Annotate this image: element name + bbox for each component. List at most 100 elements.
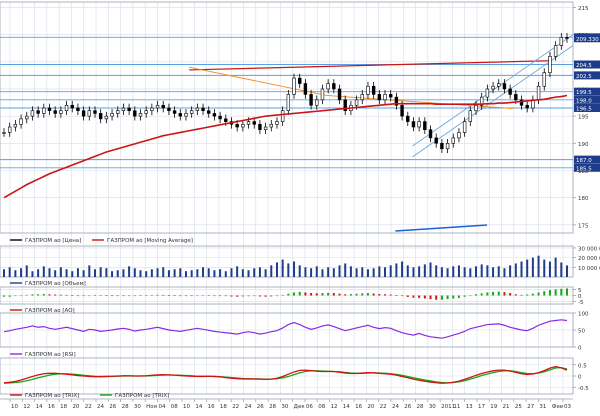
price-candle[interactable]: [127, 103, 131, 116]
price-candle[interactable]: [315, 95, 319, 110]
ao-bar[interactable]: [429, 295, 432, 300]
volume-bar[interactable]: [452, 266, 455, 277]
volume-bar[interactable]: [338, 265, 341, 277]
price-candle[interactable]: [485, 84, 490, 102]
volume-bar[interactable]: [213, 270, 216, 277]
volume-bar[interactable]: [20, 268, 23, 277]
volume-bar[interactable]: [71, 271, 74, 277]
volume-bar[interactable]: [497, 266, 500, 277]
volume-bar[interactable]: [526, 259, 529, 277]
ao-bar[interactable]: [99, 295, 102, 296]
ao-bar[interactable]: [128, 295, 131, 297]
volume-bar[interactable]: [406, 265, 409, 277]
volume-bar[interactable]: [236, 266, 239, 277]
price-candle[interactable]: [286, 90, 291, 116]
volume-bar[interactable]: [122, 269, 125, 277]
price-candle[interactable]: [320, 84, 325, 105]
price-candle[interactable]: [263, 122, 268, 135]
ao-bar[interactable]: [270, 295, 273, 297]
price-candle[interactable]: [371, 81, 376, 99]
ao-bar[interactable]: [418, 295, 421, 298]
price-candle[interactable]: [150, 103, 154, 116]
price-candle[interactable]: [423, 117, 427, 135]
ao-bar[interactable]: [361, 293, 364, 296]
volume-bar[interactable]: [202, 267, 205, 277]
volume-bar[interactable]: [150, 269, 153, 277]
volume-bar[interactable]: [310, 268, 313, 277]
ao-bar[interactable]: [25, 294, 28, 296]
ao-bar[interactable]: [463, 295, 466, 297]
price-candle[interactable]: [292, 73, 296, 99]
price-candle[interactable]: [13, 119, 18, 132]
ao-bar[interactable]: [520, 294, 523, 296]
price-candle[interactable]: [519, 95, 524, 110]
price-candle[interactable]: [451, 133, 455, 148]
volume-bar[interactable]: [54, 270, 57, 277]
ao-bar[interactable]: [315, 293, 318, 296]
ao-bar[interactable]: [287, 293, 290, 296]
volume-bar[interactable]: [196, 269, 199, 277]
ao-bar[interactable]: [37, 294, 40, 296]
ao-bar[interactable]: [475, 294, 478, 296]
price-candle[interactable]: [406, 111, 410, 126]
ao-bar[interactable]: [42, 294, 45, 296]
price-candle[interactable]: [497, 79, 501, 91]
volume-bar[interactable]: [560, 262, 563, 277]
volume-bar[interactable]: [366, 269, 369, 277]
volume-bar[interactable]: [93, 269, 96, 277]
volume-bar[interactable]: [3, 269, 5, 277]
volume-bar[interactable]: [327, 267, 330, 277]
volume-bar[interactable]: [184, 271, 187, 277]
price-candle[interactable]: [565, 32, 569, 43]
moving-average-line[interactable]: [3, 94, 568, 199]
price-candle[interactable]: [121, 103, 126, 116]
price-candle[interactable]: [309, 90, 313, 110]
volume-bar[interactable]: [457, 265, 460, 277]
ao-bar[interactable]: [162, 294, 165, 296]
rsi-panel[interactable]: [3, 319, 568, 339]
volume-bar[interactable]: [361, 267, 364, 277]
price-candle[interactable]: [457, 128, 461, 143]
ao-bar[interactable]: [247, 295, 250, 297]
price-candle[interactable]: [36, 106, 40, 118]
ao-bar[interactable]: [20, 295, 23, 297]
ao-bar[interactable]: [531, 293, 534, 296]
price-candle[interactable]: [25, 111, 29, 124]
ao-bar[interactable]: [219, 295, 222, 297]
price-candle[interactable]: [468, 106, 473, 126]
volume-bar[interactable]: [179, 268, 182, 277]
ao-bar[interactable]: [116, 295, 119, 297]
volume-bar[interactable]: [219, 269, 222, 277]
trend-line[interactable]: [412, 45, 574, 158]
ao-bar[interactable]: [293, 292, 296, 296]
ao-bar[interactable]: [480, 293, 483, 296]
volume-bar[interactable]: [88, 265, 91, 277]
price-candle[interactable]: [195, 103, 200, 116]
volume-bar[interactable]: [111, 271, 114, 277]
price-candle[interactable]: [178, 109, 182, 121]
ao-bar[interactable]: [327, 292, 330, 296]
volume-bar[interactable]: [173, 269, 176, 277]
ao-bar[interactable]: [486, 292, 489, 296]
price-candle[interactable]: [269, 119, 273, 132]
ao-bar[interactable]: [378, 294, 381, 296]
price-candle[interactable]: [508, 84, 512, 99]
trend-line[interactable]: [188, 66, 327, 96]
ao-bar[interactable]: [554, 289, 557, 296]
volume-bar[interactable]: [14, 270, 17, 277]
volume-bar[interactable]: [224, 271, 227, 277]
price-candle[interactable]: [19, 114, 23, 129]
price-candle[interactable]: [434, 133, 438, 148]
price-candle[interactable]: [155, 100, 160, 113]
price-candle[interactable]: [110, 109, 114, 121]
price-candle[interactable]: [98, 109, 103, 124]
ao-bar[interactable]: [372, 293, 375, 296]
price-candle[interactable]: [81, 106, 86, 121]
volume-bar[interactable]: [230, 268, 233, 277]
ao-bar[interactable]: [281, 294, 284, 296]
ao-bar[interactable]: [105, 295, 108, 296]
ao-bar[interactable]: [230, 295, 233, 297]
price-candle[interactable]: [42, 103, 46, 118]
volume-bar[interactable]: [247, 270, 250, 277]
ao-bar[interactable]: [406, 295, 409, 297]
